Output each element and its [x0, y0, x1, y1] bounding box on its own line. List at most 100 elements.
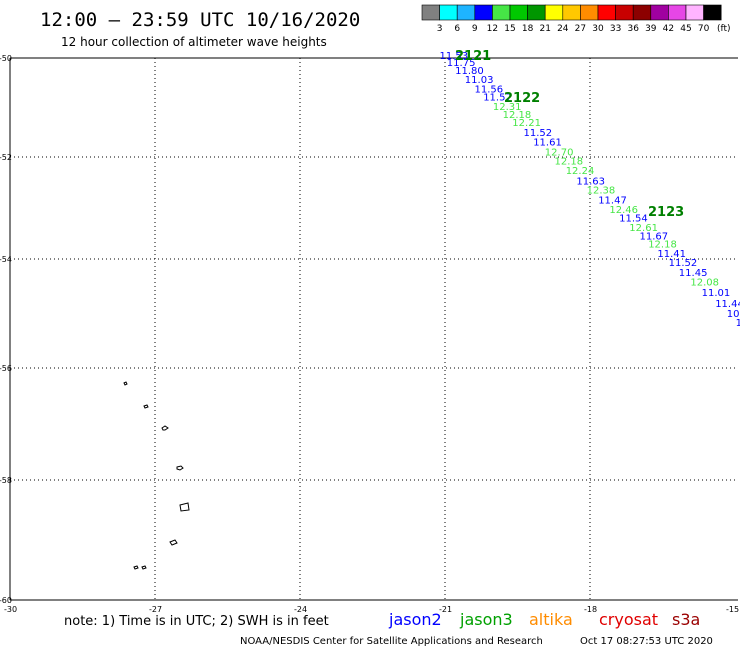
island-outline [141, 565, 147, 570]
lon-label: -15 [726, 605, 739, 614]
swh-reading: 11.57 [483, 93, 512, 104]
swh-reading: 11.03 [465, 75, 494, 86]
satellite-legend: jason2 jason3 altika cryosat s3a [388, 610, 700, 629]
color-scale-label: 42 [663, 24, 674, 34]
lon-label: -21 [439, 605, 452, 614]
lat-label: -52 [0, 153, 12, 162]
swh-reading: 12.46 [609, 205, 638, 216]
color-scale-swatch [509, 4, 528, 21]
legend-unit: (ft) [717, 24, 731, 34]
footer-note: note: 1) Time is in UTC; 2) SWH is in fe… [64, 614, 329, 629]
swh-reading: 11.61 [533, 138, 562, 149]
swh-reading: 12.18 [503, 110, 532, 121]
color-scale-swatch [650, 4, 669, 21]
color-scale-label: 3 [437, 24, 443, 34]
swh-reading: 12.24 [566, 166, 595, 177]
satellite-jason3: jason3 [459, 610, 513, 629]
swh-reading: 10.53 [727, 309, 740, 320]
altimeter-track: 11.5311.7511.8011.0311.5611.5712.3112.18… [440, 51, 740, 329]
swh-reading: 10. [736, 318, 740, 329]
lat-label: -54 [0, 255, 12, 264]
lat-label: -58 [0, 476, 12, 485]
satellite-s3a: s3a [672, 610, 700, 629]
island-outline [176, 465, 184, 471]
color-scale-swatch [474, 4, 493, 21]
swh-reading: 11.53 [440, 51, 469, 62]
color-scale-label: 39 [645, 24, 657, 34]
color-scale-swatch [580, 4, 599, 21]
pass-label: 2121 [455, 49, 491, 64]
swh-reading: 12.18 [648, 239, 677, 250]
swh-reading: 12.61 [629, 223, 658, 234]
color-scale-swatch [685, 4, 704, 21]
swh-reading: 12.70 [545, 148, 574, 159]
lon-label: -27 [149, 605, 162, 614]
pass-label: 2123 [648, 205, 684, 220]
color-scale-label: 18 [522, 24, 534, 34]
color-scale-swatch [492, 4, 511, 21]
map-frame [9, 57, 738, 601]
swh-reading: 11.54 [619, 213, 648, 224]
island-outline [161, 425, 169, 431]
swh-reading: 12.21 [512, 118, 541, 129]
satellite-jason2: jason2 [388, 610, 442, 629]
pass-labels: 2121 2122 2123 [455, 49, 684, 220]
swh-reading: 12.31 [493, 102, 522, 113]
color-scale-swatch [439, 4, 458, 21]
pass-label: 2122 [504, 91, 540, 106]
color-scale-label: 6 [454, 24, 460, 34]
graticule [10, 58, 738, 600]
swh-reading: 11.75 [447, 58, 476, 69]
color-scale-label: 70 [698, 24, 710, 34]
island-outline [179, 502, 190, 512]
swh-reading: 11.52 [669, 258, 698, 269]
color-scale-swatch [597, 4, 616, 21]
color-scale-swatch [544, 4, 564, 21]
color-scale-swatch [562, 4, 581, 21]
color-scale-swatch [703, 4, 722, 21]
lon-label: -24 [294, 605, 307, 614]
island-outline [169, 539, 178, 546]
color-scale-label: 36 [627, 24, 639, 34]
swh-reading: 11.80 [455, 66, 484, 77]
color-scale-swatch [527, 4, 546, 21]
color-scale-label: 21 [539, 24, 550, 34]
color-scale-label: 30 [592, 24, 604, 34]
color-scale-label: 33 [610, 24, 621, 34]
swh-reading: 11.63 [576, 177, 605, 188]
swh-reading: 11.47 [598, 195, 627, 206]
map-title: 12:00 – 23:59 UTC 10/16/2020 [40, 9, 360, 31]
color-scale-label: 12 [487, 24, 498, 34]
swh-reading: 12.18 [555, 157, 584, 168]
color-scale-swatch [421, 4, 440, 21]
swh-reading: 11.01 [702, 288, 731, 299]
swh-reading: 12.08 [690, 278, 719, 289]
wave-height-color-scale: 3 6 9 12 15 18 21 24 27 30 33 36 39 42 45 70 [421, 4, 722, 34]
satellite-altika: altika [529, 610, 573, 629]
island-outline [143, 404, 149, 409]
credit-line: NOAA/NESDIS Center for Satellite Applica… [240, 636, 543, 647]
color-scale-swatch [615, 4, 634, 21]
lat-label: -50 [0, 54, 12, 63]
map-subtitle: 12 hour collection of altimeter wave hei… [61, 35, 327, 49]
swh-reading: 11.41 [657, 249, 686, 260]
color-scale-label: 45 [680, 24, 691, 34]
color-scale-swatch [456, 4, 476, 21]
island-outline [123, 381, 128, 386]
color-scale-label: 9 [472, 24, 478, 34]
lat-label: -56 [0, 364, 12, 373]
color-scale-label: 24 [557, 24, 569, 34]
color-scale-swatch [632, 4, 652, 21]
island-outline [133, 565, 139, 570]
island-outlines [123, 381, 190, 570]
color-scale-label: 15 [504, 24, 515, 34]
longitude-labels: -30 -27 -24 -21 -18 -15 [4, 605, 739, 614]
lon-label: -18 [584, 605, 597, 614]
swh-reading: 11.45 [679, 268, 708, 279]
generated-timestamp: Oct 17 08:27:53 UTC 2020 [580, 636, 713, 647]
swh-reading: 11.44 [715, 299, 740, 310]
satellite-cryosat: cryosat [599, 610, 658, 629]
swh-reading: 11.52 [524, 128, 553, 139]
latitude-labels: -50 -52 -54 -56 -58 -60 [0, 54, 12, 605]
